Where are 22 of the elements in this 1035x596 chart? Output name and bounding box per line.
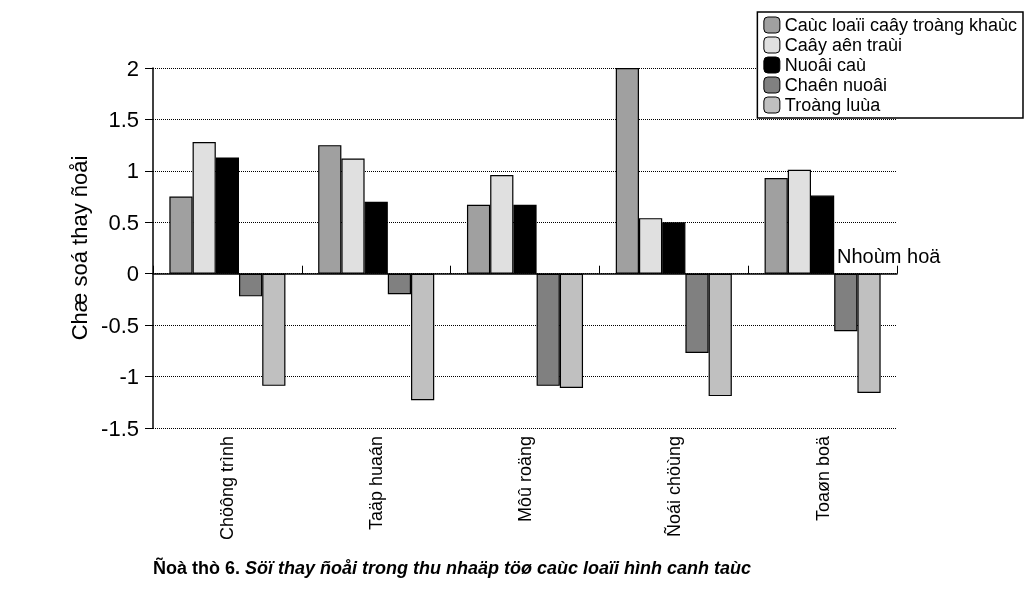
x-tick-label: Môû roäng bbox=[515, 436, 535, 523]
y-tick-label: 1.5 bbox=[108, 106, 139, 132]
x-tick-label: Ñoái chöùng bbox=[662, 436, 684, 538]
x-tick-label: Toaøn boä bbox=[812, 435, 833, 522]
legend-label: Troàng luùa bbox=[784, 95, 882, 115]
x-tick-label: Chöông trình bbox=[217, 436, 238, 541]
x-axis-title: Nhoùm hoä bbox=[837, 244, 942, 267]
legend-label: Nuoâi caù bbox=[784, 55, 866, 75]
y-tick-label: 0 bbox=[126, 261, 139, 287]
y-tick-label: -0.5 bbox=[101, 312, 139, 338]
y-tick-label: -1 bbox=[119, 364, 139, 390]
y-tick-label: 2 bbox=[126, 55, 139, 81]
x-tick-label: Taäp huaán bbox=[366, 436, 387, 531]
y-axis-title: Chæ soá thay ñoåi bbox=[66, 155, 92, 341]
y-tick-label: -1.5 bbox=[101, 415, 139, 441]
legend-label: Caùc loaïi caây troàng khaùc bbox=[784, 15, 1017, 35]
legend-label: Caây aên traùi bbox=[784, 35, 902, 55]
y-tick-label: 1 bbox=[126, 158, 139, 184]
text: Ñoà thò 6. bbox=[153, 557, 241, 578]
text: Söï thay ñoåi trong thu nhaäp töø caùc loaïi hình canh taùc bbox=[245, 558, 752, 578]
y-tick-label: 0.5 bbox=[108, 209, 139, 235]
legend-label: Chaên nuoâi bbox=[784, 75, 887, 95]
